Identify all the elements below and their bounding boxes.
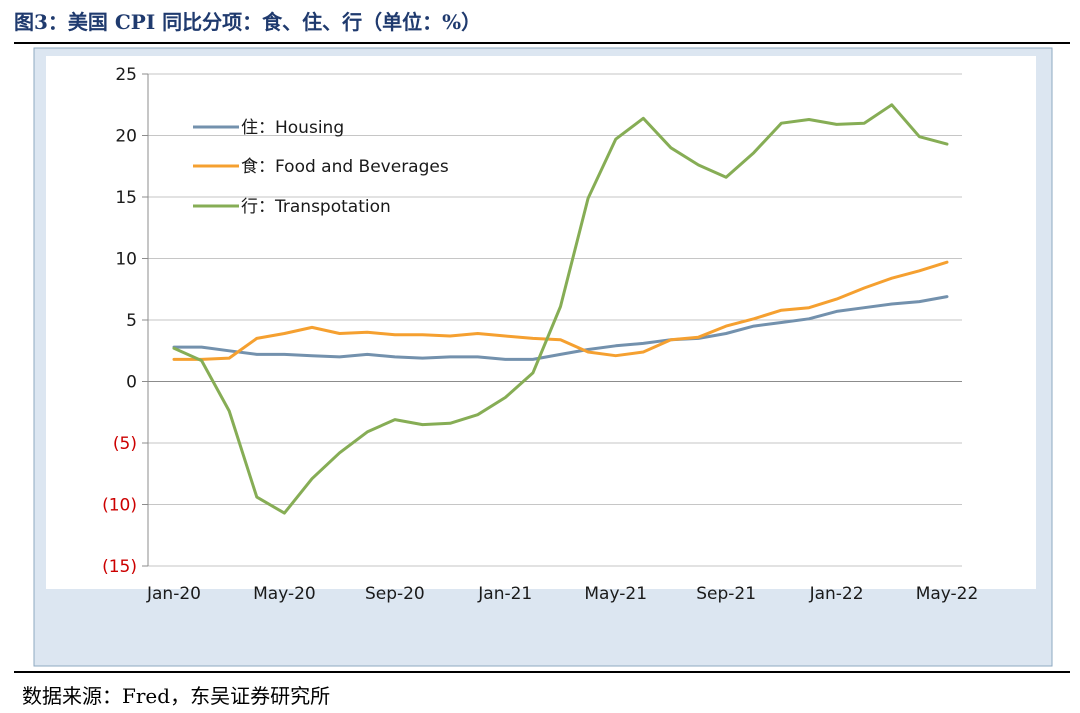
y-tick-label: 15	[115, 188, 137, 208]
y-tick-label: 20	[115, 127, 137, 147]
x-tick-label: Jan-21	[477, 584, 532, 604]
y-tick-label: 10	[115, 250, 137, 270]
x-tick-label: Sep-21	[696, 584, 756, 604]
top-rule	[14, 42, 1070, 44]
grid-lines	[148, 73, 962, 567]
y-tick-label: 0	[126, 373, 137, 393]
x-tick-label: Jan-20	[146, 584, 201, 604]
y-tick-label: (10)	[102, 496, 137, 516]
axes	[142, 73, 149, 567]
y-tick-label: 5	[126, 311, 137, 331]
x-tick-label: May-22	[916, 584, 979, 604]
source-note: 数据来源：Fred，东吴证券研究所	[22, 684, 331, 708]
x-tick-label: May-21	[584, 584, 647, 604]
plot-background	[46, 56, 1036, 589]
legend-label: 住：Housing	[241, 118, 344, 138]
series-line-2	[172, 103, 949, 515]
legend-label: 行：Transpotation	[241, 197, 391, 217]
legend-label: 食：Food and Beverages	[241, 157, 449, 177]
y-tick-label: (5)	[113, 434, 137, 454]
bottom-rule	[14, 671, 1070, 673]
series-line-0	[172, 295, 949, 361]
series-lines	[172, 103, 949, 515]
y-tick-label: (15)	[102, 557, 137, 577]
series-line-1	[172, 260, 949, 361]
x-tick-label: Sep-20	[365, 584, 425, 604]
x-tick-label: Jan-22	[809, 584, 864, 604]
y-tick-labels: 25 20 15 10 5 0 (5) (10) (15)	[102, 65, 137, 577]
x-tick-label: May-20	[253, 584, 316, 604]
legend: 住：Housing 食：Food and Beverages 行：Transpota…	[193, 118, 449, 217]
figure-title: 图3：美国 CPI 同比分项：食、住、行（单位：%）	[14, 10, 482, 34]
y-tick-label: 25	[115, 65, 137, 85]
x-tick-labels: Jan-20 May-20 Sep-20 Jan-21 May-21 Sep-21 Jan-…	[146, 584, 978, 604]
